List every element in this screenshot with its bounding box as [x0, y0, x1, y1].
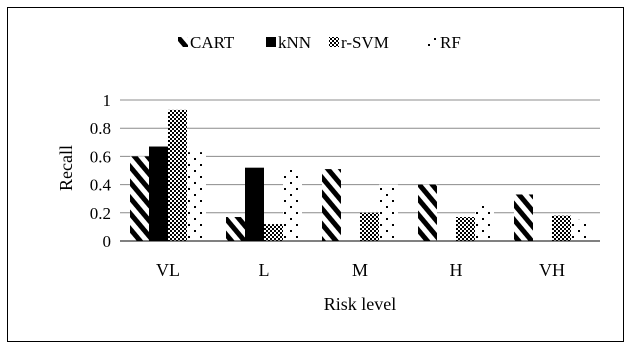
- x-tick-label: M: [352, 260, 368, 280]
- legend-swatch: [178, 37, 188, 47]
- bar-cart-m: [322, 169, 341, 241]
- bar-knn-l: [245, 167, 264, 241]
- y-tick-label: 1: [103, 91, 112, 110]
- bars: [130, 109, 590, 242]
- bar-rf-h: [475, 204, 494, 241]
- legend-label: r-SVM: [341, 33, 389, 52]
- y-tick-label: 0.4: [90, 176, 112, 195]
- x-tick-label: VL: [156, 260, 180, 280]
- legend-swatch: [266, 37, 276, 47]
- legend-label: kNN: [278, 33, 311, 52]
- bar-rf-vh: [571, 219, 590, 241]
- legend-label: CART: [190, 33, 235, 52]
- legend-label: RF: [440, 33, 461, 52]
- bar-rf-m: [379, 184, 398, 241]
- legend: CART kNN r-SVM RF: [178, 33, 461, 52]
- x-tick-labels: VL L M H VH: [156, 260, 565, 280]
- bar-rf-l: [283, 169, 302, 241]
- y-tick-labels: 0 0.2 0.4 0.6 0.8 1: [90, 91, 112, 251]
- bar-knn-vl: [149, 146, 168, 241]
- y-tick-label: 0.2: [90, 204, 111, 223]
- x-tick-label: H: [450, 260, 463, 280]
- bar-r-svm-m: [360, 212, 379, 241]
- bar-cart-l: [226, 217, 245, 241]
- y-tick-label: 0.6: [90, 147, 111, 166]
- bar-r-svm-vh: [552, 215, 571, 241]
- bar-r-svm-h: [456, 217, 475, 241]
- chart-frame: [7, 7, 624, 342]
- y-tick-label: 0: [103, 232, 112, 251]
- bar-cart-vl: [130, 156, 149, 241]
- x-tick-label: L: [259, 260, 270, 280]
- legend-swatch: [428, 37, 438, 47]
- bar-r-svm-vl: [168, 109, 187, 242]
- y-tick-label: 0.8: [90, 119, 111, 138]
- bar-cart-vh: [514, 194, 533, 241]
- bar-cart-h: [418, 184, 437, 241]
- bar-r-svm-l: [264, 224, 283, 241]
- legend-swatch: [329, 37, 339, 47]
- x-axis-label: Risk level: [324, 294, 397, 314]
- bar-rf-vl: [187, 152, 206, 241]
- y-axis-label: Recall: [56, 145, 76, 191]
- x-tick-label: VH: [539, 260, 565, 280]
